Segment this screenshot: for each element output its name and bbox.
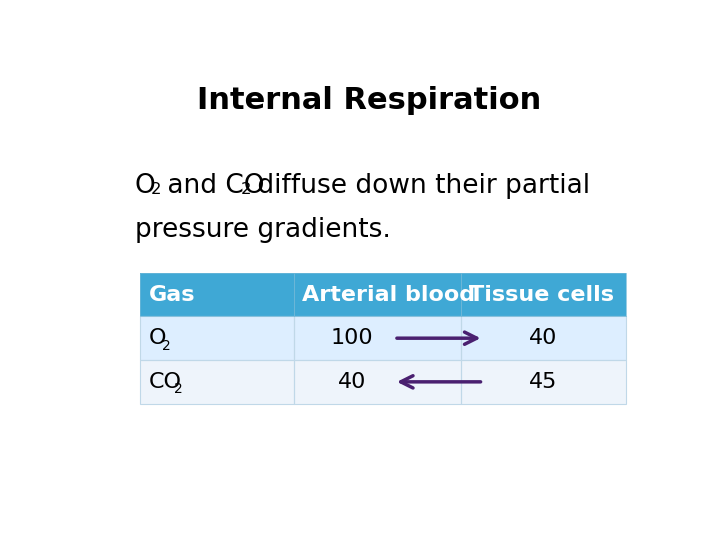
Text: 40: 40 (338, 372, 366, 392)
Text: 2: 2 (150, 182, 161, 197)
Text: 2: 2 (240, 182, 251, 197)
Bar (294, 360, 461, 404)
Bar (461, 360, 626, 404)
Text: O: O (148, 328, 166, 348)
Bar (461, 273, 626, 316)
Text: 2: 2 (162, 339, 171, 353)
Bar (461, 316, 626, 360)
Text: Gas: Gas (148, 285, 195, 305)
Text: 2: 2 (174, 382, 183, 396)
Text: Internal Respiration: Internal Respiration (197, 85, 541, 114)
Bar (294, 273, 461, 316)
Text: O: O (135, 173, 156, 199)
Bar (140, 360, 294, 404)
Bar (140, 273, 294, 316)
Bar (294, 316, 461, 360)
Text: Arterial blood: Arterial blood (302, 285, 475, 305)
Text: Tissue cells: Tissue cells (469, 285, 614, 305)
Text: CO: CO (148, 372, 181, 392)
Bar (140, 360, 294, 404)
Bar (461, 273, 626, 316)
Bar (140, 273, 294, 316)
Bar (294, 360, 461, 404)
Text: 100: 100 (331, 328, 374, 348)
Bar (461, 316, 626, 360)
Text: pressure gradients.: pressure gradients. (135, 217, 390, 242)
Text: and CO: and CO (159, 173, 264, 199)
Text: 40: 40 (529, 328, 557, 348)
Bar (461, 360, 626, 404)
Text: diffuse down their partial: diffuse down their partial (248, 173, 590, 199)
Text: 45: 45 (529, 372, 557, 392)
Bar (294, 273, 461, 316)
Bar (294, 316, 461, 360)
Bar (140, 316, 294, 360)
Bar (140, 316, 294, 360)
